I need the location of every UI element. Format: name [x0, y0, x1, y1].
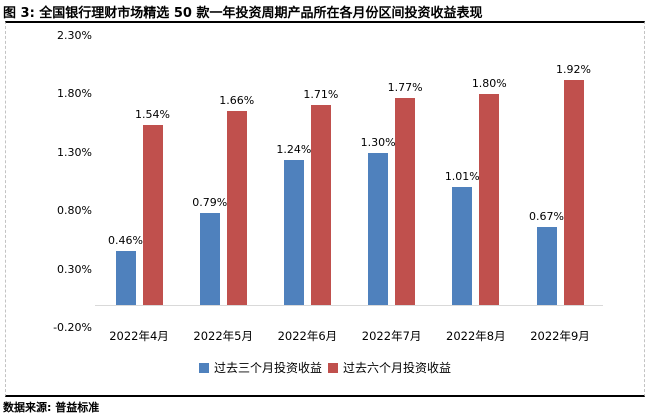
bar-past-6-months — [226, 111, 247, 305]
bar-past-3-months — [115, 251, 136, 305]
bar-past-3-months — [283, 160, 304, 305]
chart-area: 2.30% 1.80% 1.30% 0.80% 0.30% -0.20% 0.46% 0.7… — [5, 21, 645, 397]
bar-value-label: 1.54% — [135, 108, 170, 121]
legend-item: 过去六个月投资收益 — [328, 359, 451, 376]
bar-value-label: 1.71% — [303, 88, 339, 101]
bar-past-6-months — [142, 125, 163, 305]
bar-value-label: 1.77% — [387, 81, 423, 94]
bar-past-3-months — [536, 227, 557, 305]
bar-past-6-months — [479, 94, 500, 305]
bar-past-6-months — [563, 80, 584, 305]
x-axis-line — [95, 305, 603, 306]
bar-value-label: 1.66% — [219, 94, 255, 107]
legend: 过去三个月投资收益 过去六个月投资收益 — [6, 359, 644, 376]
bar-past-6-months — [395, 98, 416, 305]
data-source: 数据来源: 普益标准 — [3, 401, 100, 414]
legend-swatch — [328, 362, 338, 373]
legend-swatch — [198, 362, 209, 373]
y-tick-label: 1.30% — [57, 145, 92, 159]
x-tick-label: 2022年4月 — [109, 329, 169, 343]
bar-past-3-months — [199, 213, 220, 305]
bar-value-label: 1.80% — [471, 77, 507, 90]
x-tick-label: 2022年6月 — [277, 329, 338, 343]
y-tick-label: 1.80% — [57, 87, 92, 101]
y-tick-label: -0.20% — [53, 321, 92, 335]
legend-label: 过去三个月投资收益 — [213, 361, 322, 375]
x-tick-label: 2022年9月 — [530, 329, 590, 343]
bar-past-3-months — [452, 187, 473, 305]
bar-past-3-months — [368, 153, 389, 305]
chart-title: 图 3: 全国银行理财市场精选 50 款一年投资周期产品所在各月份区间投资收益表… — [3, 6, 483, 21]
x-tick-label: 2022年7月 — [361, 329, 422, 343]
legend-label: 过去六个月投资收益 — [343, 361, 452, 375]
bar-value-label: 0.46% — [108, 234, 143, 247]
x-tick-label: 2022年8月 — [446, 329, 506, 343]
bar-value-label: 1.30% — [360, 136, 396, 149]
bar-past-6-months — [310, 105, 331, 305]
y-tick-label: 2.30% — [57, 28, 92, 42]
bar-value-label: 1.92% — [556, 63, 591, 76]
x-tick-label: 2022年5月 — [193, 329, 253, 343]
y-tick-label: 0.80% — [57, 204, 92, 218]
y-tick-label: 0.30% — [57, 262, 92, 276]
legend-item: 过去三个月投资收益 — [198, 359, 322, 376]
bar-value-label: 1.01% — [444, 170, 480, 183]
bar-value-label: 1.24% — [276, 143, 312, 156]
bar-value-label: 0.79% — [192, 196, 228, 209]
bar-value-label: 0.67% — [529, 210, 564, 223]
